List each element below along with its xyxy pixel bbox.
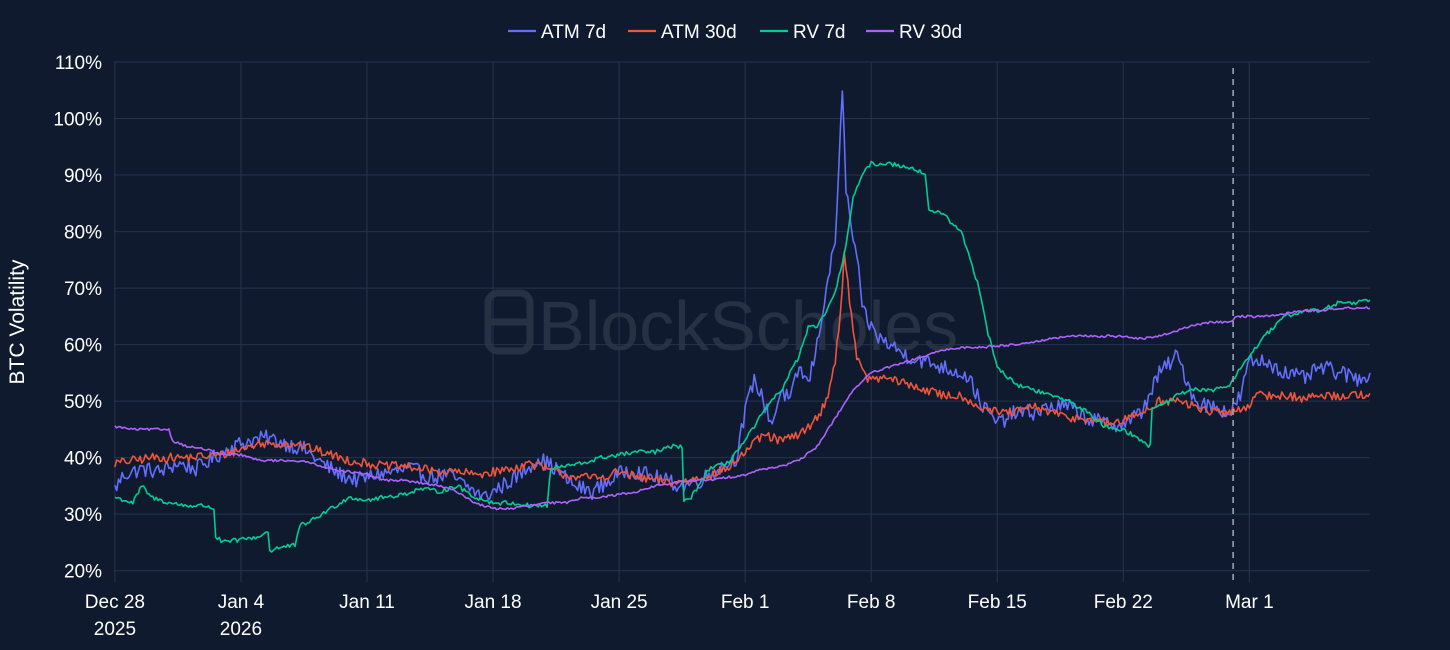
legend: ATM 7d ATM 30d RV 7d RV 30d [508, 22, 962, 43]
watermark-text: BlockScholes [538, 287, 958, 365]
x-tick-label: Feb 22 [1094, 592, 1153, 613]
x-axis-ticks: Dec 28 2025 Jan 4 2026 Jan 11 Jan 18 Jan 25 Feb… [85, 592, 1274, 640]
y-axis-ticks: 20% 30% 40% 50% 60% 70% 80% 90% 100% 110% [53, 53, 102, 583]
x-tick-label: Jan 11 [339, 592, 395, 613]
y-tick-label: 80% [64, 223, 102, 244]
x-tick-label: Feb 15 [968, 592, 1027, 613]
series-line-rv-7d [114, 160, 1371, 553]
x-tick-label: Feb 8 [847, 592, 896, 613]
x-tick-year-label: 2025 [94, 619, 136, 640]
series-line-atm-7d [114, 90, 1371, 501]
y-tick-label: 40% [64, 449, 102, 470]
legend-label[interactable]: RV 7d [793, 22, 845, 43]
legend-label[interactable]: ATM 7d [541, 22, 606, 43]
gridlines [114, 61, 1370, 582]
y-tick-label: 20% [64, 562, 102, 583]
x-tick-label: Dec 28 [85, 592, 145, 613]
series-layer [114, 90, 1371, 553]
x-tick-label: Jan 18 [465, 592, 522, 613]
x-tick-label: Mar 1 [1225, 592, 1274, 613]
y-tick-label: 50% [64, 392, 102, 413]
y-tick-label: 60% [64, 336, 102, 357]
x-tick-label: Jan 25 [591, 592, 648, 613]
legend-label[interactable]: RV 30d [899, 22, 962, 43]
watermark: BlockScholes [484, 287, 958, 365]
x-tick-label: Jan 4 [218, 592, 265, 613]
y-tick-label: 100% [53, 110, 102, 131]
y-axis-title: BTC Volatility [6, 259, 29, 384]
y-tick-label: 70% [64, 279, 102, 300]
blockscholes-logo-icon [484, 289, 534, 355]
series-line-rv-30d [114, 306, 1371, 511]
y-tick-label: 30% [64, 505, 102, 526]
x-tick-year-label: 2026 [220, 619, 262, 640]
x-tick-label: Feb 1 [721, 592, 770, 613]
series-line-atm-30d [114, 251, 1371, 488]
y-tick-label: 110% [55, 53, 102, 74]
legend-label[interactable]: ATM 30d [661, 22, 737, 43]
y-tick-label: 90% [64, 166, 102, 187]
